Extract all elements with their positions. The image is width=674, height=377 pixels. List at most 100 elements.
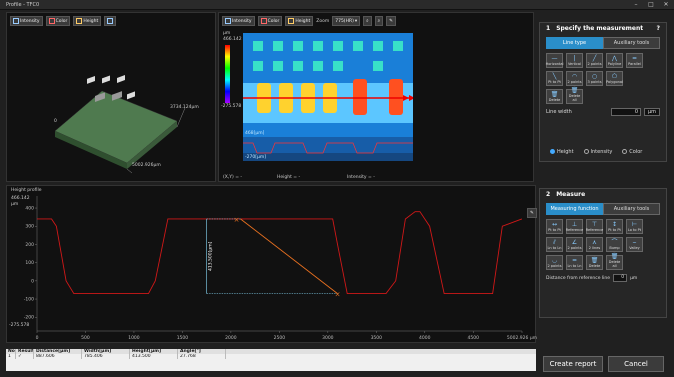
delete-all-measure-button[interactable]: 🗑 Delete all	[606, 253, 623, 270]
intensity-button[interactable]: Intensity	[10, 16, 43, 26]
x-tick-label: 5002.926 µm	[507, 335, 537, 341]
help-icon[interactable]: ?	[656, 25, 660, 32]
height-map-image[interactable]	[243, 33, 413, 153]
pt-to-pt-button[interactable]: ╲ Pt to Pt	[546, 71, 563, 86]
y-unit-label: µm	[11, 202, 19, 207]
chart-edit-button[interactable]: ✎	[527, 208, 537, 218]
delete-all-lines-button[interactable]: 🗑 Delete all	[566, 87, 583, 104]
mode-height-radio[interactable]: Height	[550, 149, 574, 155]
line-horizontal-button[interactable]: — Horizontal	[545, 53, 564, 68]
tab-auxiliary-tools[interactable]: Auxiliary tools	[603, 203, 660, 215]
xy-readout: (X,Y) = -	[223, 175, 243, 180]
y-tick-label: 400	[25, 206, 34, 212]
measure-ln-to-ln-2-button[interactable]: ═ Ln to Ln	[566, 255, 583, 270]
intensity-icon	[13, 18, 19, 24]
intensity-icon	[225, 18, 231, 24]
x-tick-label: 1500	[177, 335, 189, 341]
measure-ln-to-pt-button[interactable]: ⊢ Lo to Pt	[626, 219, 643, 234]
line-polyline-button[interactable]: ⋀ Polyline	[606, 53, 623, 68]
diagonal-line-icon: ╱	[592, 55, 597, 62]
window-title: Profile - TFC0	[6, 2, 40, 8]
close-button[interactable]: ✕	[663, 1, 669, 8]
profile-preview	[243, 137, 413, 161]
x-tick-label: 3000	[322, 335, 334, 341]
color-scale-bar	[225, 45, 230, 103]
cancel-button[interactable]: Cancel	[608, 356, 664, 372]
pencil-icon: ✎	[389, 18, 393, 24]
height-button[interactable]: Height	[73, 16, 102, 26]
measure-pt-to-pt-button[interactable]: ↔ Pt to Pt	[546, 219, 563, 234]
chart-title: Height profile	[11, 188, 42, 193]
maximize-button[interactable]: □	[648, 1, 654, 8]
zoom-select[interactable]: 775(HR) ▾	[332, 16, 361, 26]
create-report-button[interactable]: Create report	[543, 356, 603, 372]
delete-line-button[interactable]: 🗑 Delete	[546, 89, 563, 104]
chevron-down-icon: ▾	[354, 18, 358, 24]
view-settings-button[interactable]	[104, 16, 117, 26]
line-width-input[interactable]: 0	[611, 108, 641, 116]
measure-reference-2-button[interactable]: ⊤ Reference	[585, 219, 604, 234]
parallel-icon: ═	[632, 55, 637, 62]
ln-to-ln-icon: ⫽	[553, 239, 556, 246]
edit-tool-button[interactable]: ✎	[386, 16, 396, 26]
measure-ln-to-ln-button[interactable]: ⫽ Ln to Ln	[546, 237, 563, 252]
pcb-3d-render	[54, 75, 186, 174]
height-profile-chart[interactable]: Height profile 466.142 µm -275.578 400 30…	[6, 185, 537, 344]
line-vertical-button[interactable]: | Vertical	[566, 53, 583, 68]
bump-icon: ⌒	[611, 239, 618, 246]
measure-angle-2lines-button[interactable]: ⋏ 2 lines	[586, 237, 603, 252]
arc-icon: ◠	[571, 73, 578, 80]
tab-line-type[interactable]: Line type	[546, 37, 603, 49]
valley-icon: ⌣	[632, 239, 637, 246]
tab-auxiliary-tools[interactable]: Auxiliary tools	[603, 37, 660, 49]
table-row[interactable]: 1 ✓ 887.606 785.406 413.500 27.768	[6, 354, 536, 359]
line-parallel-button[interactable]: ═ Parallel	[626, 53, 643, 68]
reference-icon: ⊥	[571, 221, 578, 228]
arc-3points-button[interactable]: ○ 3 points	[586, 71, 603, 86]
mode-intensity-radio[interactable]: Intensity	[583, 149, 612, 155]
trash-icon: 🗑	[550, 91, 559, 98]
trash-all-icon: 🗑	[570, 87, 579, 94]
tab-measuring-function[interactable]: Measuring function	[546, 203, 603, 215]
color-button[interactable]: Color	[257, 16, 283, 26]
y-tick-label: 300	[25, 224, 34, 230]
delete-measure-button[interactable]: 🗑 Delete	[586, 255, 603, 270]
line-2points-button[interactable]: ╱ 2 points	[586, 53, 603, 68]
color-button[interactable]: Color	[45, 16, 71, 26]
x-tick-label: 2500	[274, 335, 286, 341]
arc-2points-button[interactable]: ◠ 2 points	[566, 71, 583, 86]
magnifier-reset-icon: ⌕	[377, 19, 381, 24]
distance-input[interactable]: 0	[613, 274, 628, 282]
x-tick-label: 3500	[371, 335, 383, 341]
measure-valley-button[interactable]: ⌣ Valley	[626, 237, 643, 252]
polygonal-button[interactable]: ⬠ Polygonal	[606, 71, 623, 86]
height-measure-label: 413.500[µm]	[208, 241, 214, 271]
measure-reference-button[interactable]: ⊥ Reference	[565, 219, 584, 234]
view-2d[interactable]: Intensity Color Height Zoom 775(HR) ▾ ⌕ ⌕…	[218, 12, 534, 182]
minimize-button[interactable]: –	[634, 1, 638, 8]
measure-height-pt-button[interactable]: ↕ Pt to Pt	[606, 219, 623, 234]
height-button[interactable]: Height	[285, 16, 314, 26]
measure-bump-button[interactable]: ⌒ Bump	[606, 237, 623, 252]
view-3d[interactable]: Intensity Color Height 5002.926µm 3734.1…	[6, 12, 216, 182]
color-icon	[48, 18, 55, 24]
distance-unit: µm	[630, 275, 638, 281]
line-width-unit-select[interactable]: µm	[644, 108, 660, 116]
x-tick-label: 500	[81, 335, 90, 341]
polyline-icon: ⋀	[612, 55, 617, 62]
zoom-reset-button[interactable]: ⌕	[374, 16, 384, 26]
overlay-top-label: 468[µm]	[245, 131, 265, 136]
y-tick-label: -100	[24, 297, 34, 303]
y-tick-label: -200	[24, 315, 34, 321]
zoom-in-button[interactable]: ⌕	[363, 16, 372, 26]
x-tick-label: 2000	[225, 335, 237, 341]
measure-radius-button[interactable]: ◡ 2 points	[546, 255, 563, 270]
mode-color-radio[interactable]: Color	[622, 149, 642, 155]
intensity-button[interactable]: Intensity	[222, 16, 255, 26]
trash-icon: 🗑	[590, 257, 599, 264]
measure-angle-2points-button[interactable]: ∠ 2 points	[566, 237, 583, 252]
depth-dimension-label: 3734.124µm	[170, 105, 199, 110]
section-number: 2	[546, 191, 551, 198]
radius-icon: ◡	[551, 257, 558, 264]
